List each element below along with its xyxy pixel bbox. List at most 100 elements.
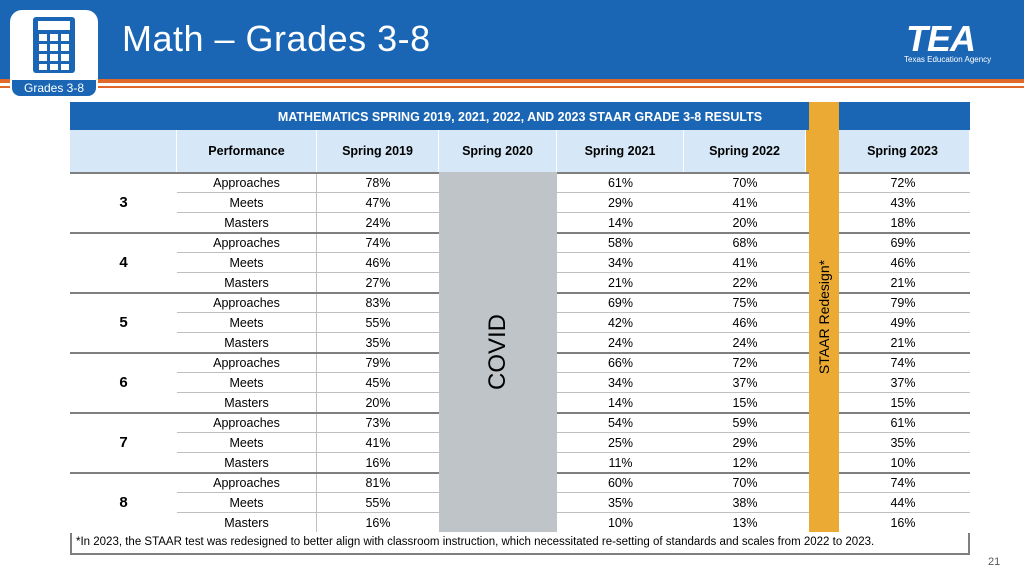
spring-2023-cell: 74% (836, 352, 970, 372)
footnote: *In 2023, the STAAR test was redesigned … (70, 533, 970, 555)
spring-2019-cell: 55% (317, 492, 439, 512)
spring-2023-cell: 10% (836, 452, 970, 472)
header-band (0, 0, 1024, 79)
logo-text: TEA (906, 18, 976, 59)
spring-2022-cell: 46% (684, 312, 806, 332)
spring-2022-cell: 38% (684, 492, 806, 512)
spring-2021-cell: 35% (557, 492, 684, 512)
table-row: Masters 27% 21% 22% 21% (70, 272, 970, 292)
spring-2019-cell: 78% (317, 172, 439, 192)
performance-cell: Meets (177, 492, 317, 512)
performance-cell: Approaches (177, 352, 317, 372)
spring-2023-cell: 43% (836, 192, 970, 212)
grade-label: 8 (119, 493, 128, 511)
spring-2022-cell: 15% (684, 392, 806, 412)
spring-2022-cell: 41% (684, 252, 806, 272)
spring-2022-cell: 75% (684, 292, 806, 312)
grade-label: 6 (119, 373, 128, 391)
spring-2023-cell: 15% (836, 392, 970, 412)
spring-2023-cell: 79% (836, 292, 970, 312)
spring-2019-cell: 79% (317, 352, 439, 372)
performance-cell: Approaches (177, 292, 317, 312)
redesign-label: STAAR Redesign* (816, 259, 833, 375)
header-accent-stripe-lower (0, 86, 1024, 88)
spring-2022-cell: 70% (684, 172, 806, 192)
performance-cell: Meets (177, 432, 317, 452)
spring-2019-cell: 81% (317, 472, 439, 492)
staar-redesign-column: STAAR Redesign* (809, 102, 839, 532)
spring-2022-cell: 29% (684, 432, 806, 452)
spring-2023-cell: 72% (836, 172, 970, 192)
header-spring-2023: Spring 2023 (836, 130, 970, 172)
spring-2022-cell: 13% (684, 512, 806, 532)
spring-2019-cell: 45% (317, 372, 439, 392)
results-table: MATHEMATICS SPRING 2019, 2021, 2022, AND… (70, 102, 970, 532)
slide-title: Math – Grades 3-8 (122, 18, 431, 59)
spring-2023-cell: 37% (836, 372, 970, 392)
performance-cell: Approaches (177, 232, 317, 252)
spring-2019-cell: 74% (317, 232, 439, 252)
performance-cell: Meets (177, 192, 317, 212)
grade-label: 7 (119, 433, 128, 451)
table-row: Masters 16% 11% 12% 10% (70, 452, 970, 472)
spring-2019-cell: 55% (317, 312, 439, 332)
spring-2019-cell: 83% (317, 292, 439, 312)
spring-2021-cell: 14% (557, 212, 684, 232)
table-row: Masters 20% 14% 15% 15% (70, 392, 970, 412)
spring-2021-cell: 25% (557, 432, 684, 452)
table-row: Masters 35% 24% 24% 21% (70, 332, 970, 352)
spring-2023-cell: 18% (836, 212, 970, 232)
spring-2021-cell: 24% (557, 332, 684, 352)
spring-2023-cell: 16% (836, 512, 970, 532)
performance-cell: Masters (177, 332, 317, 352)
header-spring-2021: Spring 2021 (557, 130, 684, 172)
spring-2023-cell: 49% (836, 312, 970, 332)
spring-2022-cell: 68% (684, 232, 806, 252)
spring-2022-cell: 70% (684, 472, 806, 492)
covid-label: COVID (483, 313, 511, 391)
spring-2021-cell: 34% (557, 252, 684, 272)
spring-2022-cell: 41% (684, 192, 806, 212)
performance-cell: Approaches (177, 412, 317, 432)
logo-subtitle: Texas Education Agency (904, 55, 992, 64)
spring-2023-cell: 61% (836, 412, 970, 432)
spring-2019-cell: 35% (317, 332, 439, 352)
spring-2019-cell: 27% (317, 272, 439, 292)
spring-2021-cell: 14% (557, 392, 684, 412)
spring-2019-cell: 47% (317, 192, 439, 212)
calculator-icon (33, 17, 75, 73)
spring-2023-cell: 44% (836, 492, 970, 512)
covid-column: COVID (439, 172, 557, 532)
spring-2021-cell: 61% (557, 172, 684, 192)
header-grade (70, 130, 177, 172)
spring-2022-cell: 12% (684, 452, 806, 472)
performance-cell: Approaches (177, 472, 317, 492)
spring-2022-cell: 24% (684, 332, 806, 352)
spring-2021-cell: 34% (557, 372, 684, 392)
performance-cell: Masters (177, 212, 317, 232)
spring-2021-cell: 10% (557, 512, 684, 532)
header-divider (0, 83, 1024, 86)
spring-2023-cell: 21% (836, 332, 970, 352)
spring-2022-cell: 72% (684, 352, 806, 372)
grade-label: 5 (119, 313, 128, 331)
spring-2023-cell: 35% (836, 432, 970, 452)
spring-2022-cell: 20% (684, 212, 806, 232)
spring-2021-cell: 29% (557, 192, 684, 212)
header-spring-2019: Spring 2019 (317, 130, 439, 172)
spring-2019-cell: 73% (317, 412, 439, 432)
spring-2021-cell: 21% (557, 272, 684, 292)
spring-2022-cell: 37% (684, 372, 806, 392)
spring-2022-cell: 59% (684, 412, 806, 432)
header-accent-stripe (0, 79, 1024, 83)
spring-2019-cell: 46% (317, 252, 439, 272)
spring-2021-cell: 60% (557, 472, 684, 492)
header-spring-2022: Spring 2022 (684, 130, 806, 172)
performance-cell: Masters (177, 272, 317, 292)
header-spring-2020: Spring 2020 (439, 130, 557, 172)
spring-2019-cell: 20% (317, 392, 439, 412)
spring-2023-cell: 46% (836, 252, 970, 272)
performance-cell: Meets (177, 372, 317, 392)
spring-2023-cell: 21% (836, 272, 970, 292)
